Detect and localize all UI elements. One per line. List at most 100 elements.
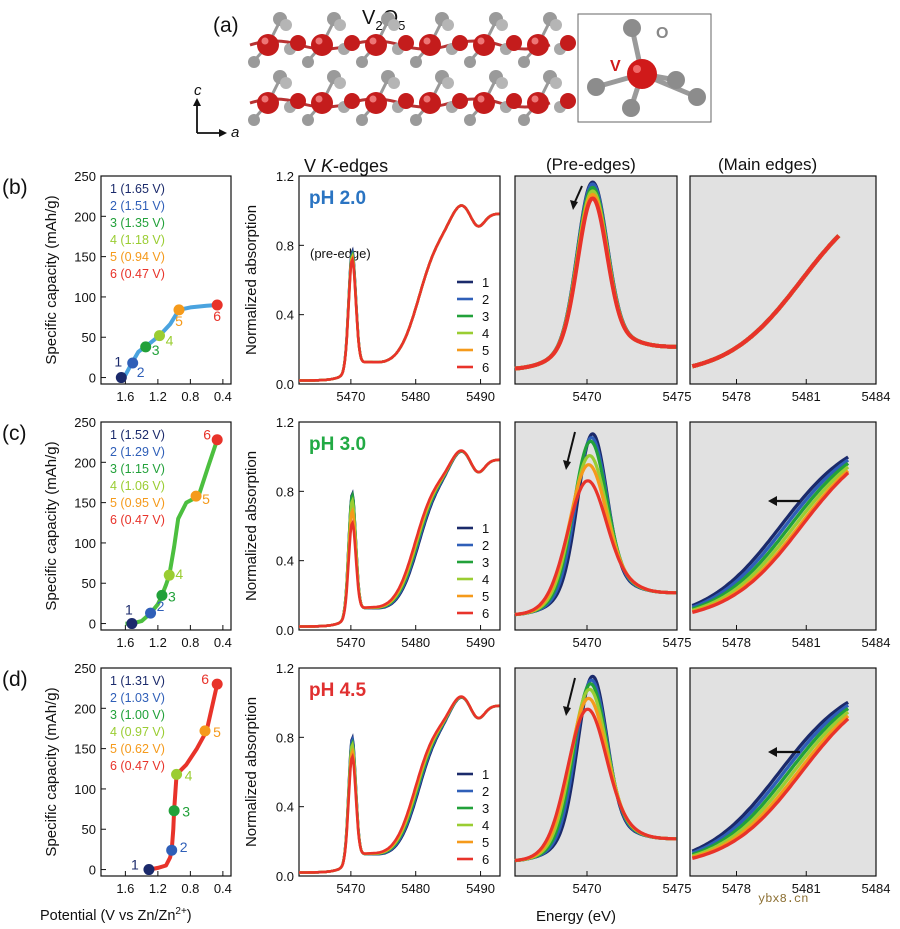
xtick-label: 5470	[573, 881, 602, 896]
ytick-label: 0.8	[276, 484, 294, 499]
vanadium-atom	[473, 34, 495, 56]
xtick-label: 0.4	[214, 389, 232, 404]
ylabel-absorption: Normalized absorption	[243, 205, 260, 355]
state-number-label: 5	[175, 313, 183, 329]
panel-a: (a) V2O5 c a V O	[193, 7, 712, 141]
oxygen-atom	[550, 19, 562, 31]
state-point-3	[168, 805, 180, 817]
ylabel-capacity: Specific capacity (mAh/g)	[43, 687, 60, 856]
main-edge-series-6	[691, 471, 850, 614]
state-number-label: 1	[125, 602, 133, 618]
row-d: (d) 0 50 100 150 200 250 1.6 1.2 0.8 0.4 Specific c…	[2, 661, 890, 896]
vanadium-atom	[506, 35, 522, 51]
xtick-label: 5478	[722, 389, 751, 404]
ylabel-absorption: Normalized absorption	[243, 697, 260, 847]
xtick-label: 5470	[336, 635, 365, 650]
xtick-label: 1.6	[116, 881, 134, 896]
voltage-legend-item: 3 (1.00 V)	[110, 708, 165, 722]
ytick-label: 200	[74, 701, 96, 716]
pre-edge-arrowhead	[563, 706, 571, 716]
state-point-4	[163, 569, 175, 581]
crystal-structure	[248, 12, 576, 126]
oxygen-atom	[442, 77, 454, 89]
legend-label-3: 3	[482, 801, 489, 816]
legend-label-6: 6	[482, 606, 489, 621]
legend-label-3: 3	[482, 555, 489, 570]
ytick-label: 50	[82, 330, 96, 345]
legend-label-3: 3	[482, 309, 489, 324]
vanadium-atom	[257, 34, 279, 56]
main-edge-plot-frame	[689, 175, 877, 385]
oxygen-atom	[518, 56, 530, 68]
legend-label-5: 5	[482, 343, 489, 358]
xtick-label: 5484	[862, 635, 891, 650]
legend-label-6: 6	[482, 360, 489, 375]
xtick-label: 5490	[466, 389, 495, 404]
voltage-legend-item: 1 (1.52 V)	[110, 428, 165, 442]
ytick-label: 0.8	[276, 730, 294, 745]
xtick-label: 0.8	[181, 389, 199, 404]
xtick-label: 5480	[401, 389, 430, 404]
oxygen-atom	[302, 114, 314, 126]
vanadium-atom	[419, 34, 441, 56]
main-edge-series-3	[691, 707, 850, 857]
ytick-label: 0	[89, 371, 96, 386]
oxygen-atom	[442, 19, 454, 31]
capacity-curve	[144, 683, 220, 872]
xtick-label: 1.6	[116, 635, 134, 650]
state-number-label: 3	[152, 342, 160, 358]
voltage-legend-item: 4 (0.97 V)	[110, 725, 165, 739]
vanadium-atom	[311, 92, 333, 114]
vanadium-highlight	[477, 37, 485, 45]
xanes-series-6	[299, 449, 500, 628]
ytick-label: 100	[74, 782, 96, 797]
voltage-legend-item: 4 (1.18 V)	[110, 233, 165, 247]
axis-a-label: a	[231, 124, 239, 141]
ytick-label: 50	[82, 576, 96, 591]
voltage-legend-item: 4 (1.06 V)	[110, 479, 165, 493]
vanadium-atom	[365, 34, 387, 56]
ytick-label: 1.2	[276, 661, 294, 676]
panel-a-label: (a)	[213, 14, 239, 37]
xlabel-energy: Energy (eV)	[536, 908, 616, 925]
legend-label-1: 1	[482, 275, 489, 290]
oxygen-atom	[550, 77, 562, 89]
xtick-label: 5481	[792, 389, 821, 404]
xtick-label: 5480	[401, 881, 430, 896]
xtick-label: 5481	[792, 881, 821, 896]
state-point-1	[126, 618, 138, 630]
ytick-label: 250	[74, 169, 96, 184]
voltage-legend-item: 5 (0.62 V)	[110, 742, 165, 756]
vanadium-atom	[419, 92, 441, 114]
main-edge-arrowhead	[768, 496, 777, 506]
pre-edge-arrow	[566, 431, 576, 465]
oxygen-atom	[464, 56, 476, 68]
state-number-label: 6	[201, 671, 209, 687]
voltage-legend-item: 2 (1.03 V)	[110, 691, 165, 705]
chain-top	[248, 12, 576, 68]
vanadium-highlight	[369, 37, 377, 45]
legend-label-6: 6	[482, 852, 489, 867]
row-b: (b) 0 50 100 150 200 250 1.6 1.2 0.8 0.4 Specific c…	[2, 169, 890, 404]
legend-label-1: 1	[482, 767, 489, 782]
oxygen-atom	[518, 114, 530, 126]
vanadium-atom	[452, 93, 468, 109]
main-edge-series-1	[691, 700, 849, 853]
state-number-label: 4	[175, 566, 183, 582]
ytick-label: 0.4	[276, 800, 294, 815]
ph-label: pH 2.0	[309, 188, 366, 209]
capacity-plot-frame	[100, 667, 232, 877]
ytick-label: 250	[74, 661, 96, 676]
vanadium-atom	[560, 93, 576, 109]
xtick-label: 5484	[862, 881, 891, 896]
vanadium-atom	[257, 92, 279, 114]
voltage-legend-item: 2 (1.51 V)	[110, 199, 165, 213]
ph-label: pH 3.0	[309, 434, 366, 455]
legend-label-5: 5	[482, 589, 489, 604]
oxygen-atom	[388, 77, 400, 89]
voltage-legend-item: 5 (0.94 V)	[110, 250, 165, 264]
ytick-label: 1.2	[276, 415, 294, 430]
pre-edge-plot-frame	[514, 421, 678, 631]
xtick-label: 5490	[466, 881, 495, 896]
row-c: (c) 0 50 100 150 200 250 1.6 1.2 0.8 0.4 Specific c…	[2, 415, 890, 650]
